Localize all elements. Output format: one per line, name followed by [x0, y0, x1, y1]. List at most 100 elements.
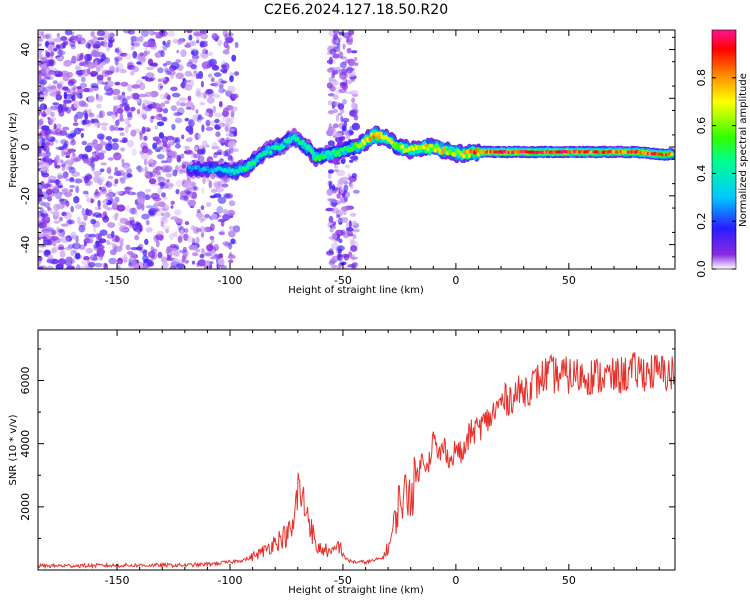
heatmap-cell [169, 150, 178, 159]
heatmap-cell [155, 240, 160, 248]
heatmap-cell [58, 258, 66, 267]
heatmap-cell [43, 209, 48, 215]
heatmap-cell [153, 235, 160, 243]
heatmap-cell [89, 70, 99, 77]
heatmap-cell [119, 132, 125, 137]
heatmap-cell [149, 30, 155, 36]
heatmap-cell [119, 177, 125, 182]
heatmap-cell [223, 40, 229, 49]
heatmap-cell [334, 153, 338, 158]
heatmap-cell [157, 67, 164, 74]
heatmap-cell [55, 154, 60, 161]
heatmap-cell [40, 202, 45, 207]
heatmap-cell [71, 55, 77, 63]
heatmap-cell [195, 87, 202, 94]
y-tick-label: 4000 [19, 430, 32, 458]
heatmap-cell [45, 33, 52, 39]
heatmap-cell [76, 86, 82, 90]
heatmap-cell [38, 250, 44, 253]
heatmap-cell [337, 266, 341, 269]
heatmap-cell [201, 187, 205, 194]
heatmap-cell [95, 93, 99, 100]
heatmap-cell [348, 220, 352, 228]
heatmap-cell [112, 243, 117, 250]
heatmap-cell [332, 149, 336, 154]
heatmap-cell [87, 209, 91, 215]
heatmap-cell [333, 101, 338, 107]
heatmap-cell [148, 178, 157, 185]
snr-axes: -150 -100 -50 0 50 2000 4000 6000 [19, 330, 675, 587]
heatmap-cell [106, 167, 112, 174]
heatmap-cell [333, 33, 339, 40]
heatmap-cell [467, 153, 472, 159]
heatmap-cell [328, 260, 336, 266]
heatmap-cell [221, 60, 226, 66]
heatmap-cell [349, 212, 357, 217]
heatmap-cell [38, 79, 47, 86]
heatmap-cell [176, 100, 181, 107]
heatmap-cell [184, 84, 193, 91]
heatmap-cell [67, 71, 74, 78]
heatmap-cell [68, 166, 74, 170]
heatmap-cell [173, 231, 178, 238]
heatmap-cell [85, 42, 91, 49]
heatmap-cell [350, 256, 359, 260]
heatmap-cell [206, 96, 215, 104]
heatmap-cell [163, 164, 172, 172]
heatmap-cell [343, 184, 349, 192]
heatmap-cell [98, 110, 105, 118]
heatmap-cell [115, 191, 123, 195]
heatmap-cell [228, 252, 233, 257]
heatmap-cell [117, 222, 123, 226]
heatmap-cell [200, 80, 204, 88]
heatmap-cell [184, 188, 193, 194]
heatmap-cell [76, 92, 83, 99]
heatmap-cell [38, 161, 45, 166]
heatmap-cell [169, 233, 174, 241]
heatmap-cell [38, 118, 44, 126]
heatmap-cell [67, 244, 75, 249]
heatmap-cell [156, 230, 164, 236]
heatmap-cell [53, 210, 60, 216]
heatmap-cell [141, 76, 149, 80]
heatmap-cell [344, 164, 351, 169]
heatmap-cell [42, 62, 48, 68]
heatmap-cell [86, 209, 93, 216]
heatmap-cell [97, 206, 101, 210]
heatmap-cell [53, 123, 57, 130]
heatmap-cells [38, 30, 675, 269]
heatmap-cell [334, 165, 338, 169]
heatmap-cell [351, 264, 356, 269]
heatmap-cell [114, 48, 120, 53]
heatmap-cell [184, 221, 190, 226]
heatmap-cell [73, 196, 80, 204]
heatmap-cell [110, 113, 117, 119]
heatmap-cell [116, 204, 126, 212]
heatmap-cell [173, 250, 180, 257]
heatmap-cell [58, 130, 68, 136]
heatmap-cell [41, 216, 51, 224]
heatmap-cell [184, 117, 190, 122]
heatmap-cell [173, 209, 182, 216]
heatmap-cell [99, 111, 103, 118]
heatmap-cell [328, 248, 334, 255]
heatmap-cell [332, 46, 341, 53]
heatmap-cell [195, 249, 201, 253]
heatmap-cell [186, 30, 193, 34]
heatmap-cell [104, 92, 113, 96]
heatmap-cell [92, 139, 98, 145]
heatmap-cell [351, 101, 356, 110]
heatmap-cell [99, 168, 105, 173]
heatmap-cell [131, 207, 136, 215]
heatmap-cell [206, 89, 215, 98]
heatmap-cell [38, 152, 48, 157]
heatmap-cell [143, 171, 148, 176]
heatmap-cell [100, 186, 107, 192]
heatmap-cell [70, 31, 75, 37]
heatmap-cell [123, 30, 132, 34]
heatmap-cell [227, 37, 233, 44]
heatmap-cell [139, 249, 148, 254]
heatmap-cell [190, 40, 196, 47]
heatmap-cell [109, 125, 115, 132]
heatmap-cell [93, 170, 102, 176]
